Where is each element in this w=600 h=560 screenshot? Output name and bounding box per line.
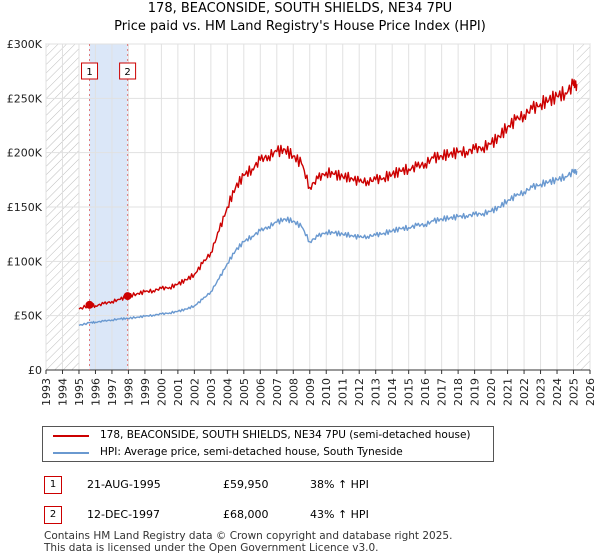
legend-item-hpi: HPI: Average price, semi-detached house,…: [43, 444, 493, 461]
sale-hpi-change: 43% ↑ HPI: [310, 508, 369, 521]
y-tick-label: £50K: [14, 310, 43, 323]
y-tick-label: £150K: [7, 201, 43, 214]
x-tick-label: 2000: [155, 378, 168, 406]
x-tick-label: 2005: [238, 378, 251, 406]
x-tick-label: 1998: [122, 378, 135, 406]
sale-point: [85, 300, 94, 309]
sale-annotation-label: 1: [86, 67, 92, 78]
chart-title: 178, BEACONSIDE, SOUTH SHIELDS, NE34 7PU…: [0, 0, 600, 36]
sale-price: £59,950: [223, 478, 269, 491]
x-tick-label: 2018: [452, 378, 465, 406]
x-tick-label: 2002: [188, 378, 201, 406]
x-tick-label: 2006: [254, 378, 267, 406]
x-tick-label: 2010: [320, 378, 333, 406]
y-tick-label: £100K: [7, 255, 43, 268]
sale-point: [123, 292, 132, 301]
title-line-2: Price paid vs. HM Land Registry's House …: [114, 19, 486, 34]
x-tick-label: 1993: [40, 378, 53, 406]
y-tick-label: £0: [28, 364, 42, 377]
x-tick-label: 2026: [584, 378, 597, 406]
property-series-line: [78, 78, 578, 310]
sale-annotation-box: [119, 62, 137, 80]
legend: 178, BEACONSIDE, SOUTH SHIELDS, NE34 7PU…: [42, 426, 494, 462]
legend-swatch-property: [53, 435, 89, 437]
y-tick-label: £300K: [7, 38, 43, 51]
legend-swatch-hpi: [53, 452, 89, 454]
sale-date: 21-AUG-1995: [87, 478, 161, 491]
x-tick-label: 1997: [106, 378, 119, 406]
footer-licence: This data is licensed under the Open Gov…: [44, 542, 379, 554]
x-tick-label: 2001: [172, 378, 185, 406]
sale-number: 1: [44, 476, 62, 494]
x-tick-label: 2020: [485, 378, 498, 406]
x-tick-label: 1995: [73, 378, 86, 406]
sale-annotation-box: [81, 62, 99, 80]
sale-annotation-label: 2: [124, 67, 130, 78]
x-tick-label: 2012: [353, 378, 366, 406]
x-tick-label: 2014: [386, 378, 399, 406]
title-line-1: 178, BEACONSIDE, SOUTH SHIELDS, NE34 7PU: [147, 1, 453, 16]
footer: Contains HM Land Registry data © Crown c…: [44, 530, 452, 554]
x-tick-label: 2017: [436, 378, 449, 406]
x-tick-label: 2023: [535, 378, 548, 406]
sale-date: 12-DEC-1997: [87, 508, 161, 521]
hpi-series-line: [78, 168, 578, 327]
sale-number: 2: [44, 506, 62, 524]
x-tick-label: 2003: [205, 378, 218, 406]
x-tick-label: 2007: [271, 378, 284, 406]
x-tick-label: 1999: [139, 378, 152, 406]
legend-label-hpi: HPI: Average price, semi-detached house,…: [100, 446, 403, 458]
sale-row-1: 1 21-AUG-1995 £59,950 38% ↑ HPI: [44, 476, 564, 496]
sale-hpi-change: 38% ↑ HPI: [310, 478, 369, 491]
x-tick-label: 2015: [403, 378, 416, 406]
x-tick-label: 2024: [551, 378, 564, 406]
y-tick-label: £200K: [7, 147, 43, 160]
legend-label-property: 178, BEACONSIDE, SOUTH SHIELDS, NE34 7PU…: [100, 429, 471, 441]
x-tick-label: 2013: [370, 378, 383, 406]
price-chart: 1993 1994 1995 1996 1997 1998 1999 2000 2001 2002…: [7, 38, 597, 406]
x-tick-label: 1994: [56, 378, 69, 406]
legend-item-property: 178, BEACONSIDE, SOUTH SHIELDS, NE34 7PU…: [43, 427, 493, 444]
x-tick-label: 2009: [304, 378, 317, 406]
x-tick-label: 1996: [89, 378, 102, 406]
x-tick-label: 2016: [419, 378, 432, 406]
footer-copyright: Contains HM Land Registry data © Crown c…: [44, 530, 453, 542]
x-tick-label: 2008: [287, 378, 300, 406]
x-tick-label: 2025: [568, 378, 581, 406]
x-tick-label: 2011: [337, 378, 350, 406]
x-tick-label: 2022: [518, 378, 531, 406]
y-tick-label: £250K: [7, 92, 43, 105]
sale-row-2: 2 12-DEC-1997 £68,000 43% ↑ HPI: [44, 506, 564, 526]
sale-price: £68,000: [223, 508, 269, 521]
x-tick-label: 2021: [502, 378, 515, 406]
x-tick-label: 2019: [469, 378, 482, 406]
x-tick-label: 2004: [221, 378, 234, 406]
